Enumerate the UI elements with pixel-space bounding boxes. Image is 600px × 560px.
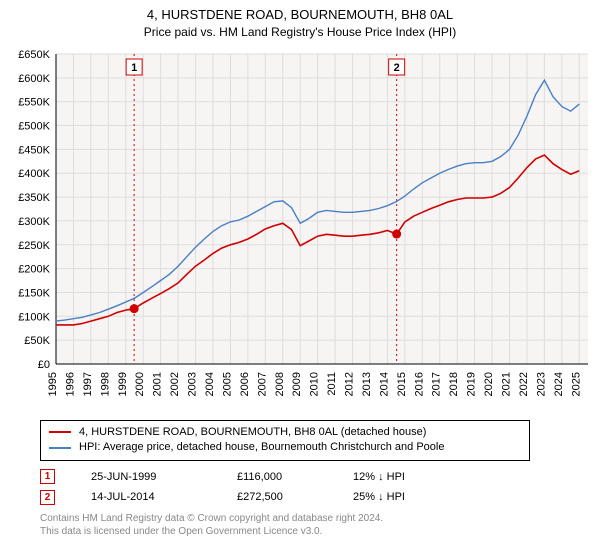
svg-text:2023: 2023 — [535, 372, 547, 396]
sales-list: 1 25-JUN-1999 £116,000 12% ↓ HPI 2 14-JUL-201… — [40, 467, 600, 509]
svg-text:2010: 2010 — [309, 372, 321, 396]
svg-text:2020: 2020 — [483, 372, 495, 396]
chart-svg: £0 £50K £100K £150K £200K £250K £300K £350K £400… — [0, 44, 600, 414]
svg-text:£50K: £50K — [24, 335, 50, 347]
sale-price: £116,000 — [237, 467, 317, 488]
page-title: 4, HURSTDENE ROAD, BOURNEMOUTH, BH8 0AL — [0, 6, 600, 24]
svg-text:2025: 2025 — [570, 372, 582, 396]
svg-text:1997: 1997 — [82, 372, 94, 396]
attribution: Contains HM Land Registry data © Crown c… — [40, 512, 560, 538]
sale-date: 25-JUN-1999 — [91, 467, 201, 488]
legend-label: 4, HURSTDENE ROAD, BOURNEMOUTH, BH8 0AL … — [79, 425, 426, 440]
sale-row: 1 25-JUN-1999 £116,000 12% ↓ HPI — [40, 467, 600, 488]
svg-text:2016: 2016 — [413, 372, 425, 396]
svg-text:1998: 1998 — [99, 372, 111, 396]
attribution-line: This data is licensed under the Open Gov… — [40, 525, 560, 538]
legend-swatch — [49, 447, 71, 449]
svg-text:2009: 2009 — [291, 372, 303, 396]
svg-text:£100K: £100K — [18, 311, 50, 323]
svg-text:£600K: £600K — [18, 73, 50, 85]
svg-text:£0: £0 — [38, 359, 50, 371]
svg-text:£300K: £300K — [18, 216, 50, 228]
svg-text:2014: 2014 — [378, 372, 390, 396]
svg-text:2019: 2019 — [466, 372, 478, 396]
svg-text:£150K: £150K — [18, 287, 50, 299]
svg-text:2012: 2012 — [344, 372, 356, 396]
svg-text:£250K: £250K — [18, 240, 50, 252]
page-subtitle: Price paid vs. HM Land Registry's House … — [0, 24, 600, 40]
attribution-line: Contains HM Land Registry data © Crown c… — [40, 512, 560, 525]
svg-text:2022: 2022 — [518, 372, 530, 396]
svg-text:2007: 2007 — [256, 372, 268, 396]
svg-text:£350K: £350K — [18, 192, 50, 204]
svg-text:2000: 2000 — [134, 372, 146, 396]
svg-text:2013: 2013 — [361, 372, 373, 396]
legend-label: HPI: Average price, detached house, Bour… — [79, 440, 444, 455]
svg-text:2003: 2003 — [187, 372, 199, 396]
svg-text:2011: 2011 — [326, 372, 338, 396]
sale-marker: 2 — [40, 490, 55, 505]
svg-text:1996: 1996 — [64, 372, 76, 396]
svg-text:2005: 2005 — [221, 372, 233, 396]
svg-text:£200K: £200K — [18, 263, 50, 275]
svg-text:2006: 2006 — [239, 372, 251, 396]
svg-text:£500K: £500K — [18, 120, 50, 132]
svg-text:2001: 2001 — [152, 372, 164, 396]
legend-item: HPI: Average price, detached house, Bour… — [49, 440, 521, 455]
svg-text:2002: 2002 — [169, 372, 181, 396]
svg-text:2004: 2004 — [204, 372, 216, 396]
sale-date: 14-JUL-2014 — [91, 487, 201, 508]
svg-text:£400K: £400K — [18, 168, 50, 180]
legend-swatch — [49, 431, 71, 433]
svg-text:2: 2 — [394, 62, 400, 74]
svg-text:£550K: £550K — [18, 96, 50, 108]
svg-text:£650K: £650K — [18, 49, 50, 61]
legend-item: 4, HURSTDENE ROAD, BOURNEMOUTH, BH8 0AL … — [49, 425, 521, 440]
svg-text:2015: 2015 — [396, 372, 408, 396]
svg-text:2017: 2017 — [431, 372, 443, 396]
sale-row: 2 14-JUL-2014 £272,500 25% ↓ HPI — [40, 487, 600, 508]
svg-text:2018: 2018 — [448, 372, 460, 396]
svg-text:2021: 2021 — [501, 372, 513, 396]
price-chart: £0 £50K £100K £150K £200K £250K £300K £350K £400… — [0, 44, 600, 414]
sale-price: £272,500 — [237, 487, 317, 508]
svg-text:2008: 2008 — [274, 372, 286, 396]
sale-delta: 25% ↓ HPI — [353, 487, 453, 508]
svg-text:£450K: £450K — [18, 144, 50, 156]
sale-marker: 1 — [40, 469, 55, 484]
svg-text:1999: 1999 — [117, 372, 129, 396]
sale-delta: 12% ↓ HPI — [353, 467, 453, 488]
svg-text:2024: 2024 — [553, 372, 565, 396]
svg-text:1995: 1995 — [47, 372, 59, 396]
legend: 4, HURSTDENE ROAD, BOURNEMOUTH, BH8 0AL … — [40, 420, 530, 461]
svg-text:1: 1 — [131, 62, 137, 74]
